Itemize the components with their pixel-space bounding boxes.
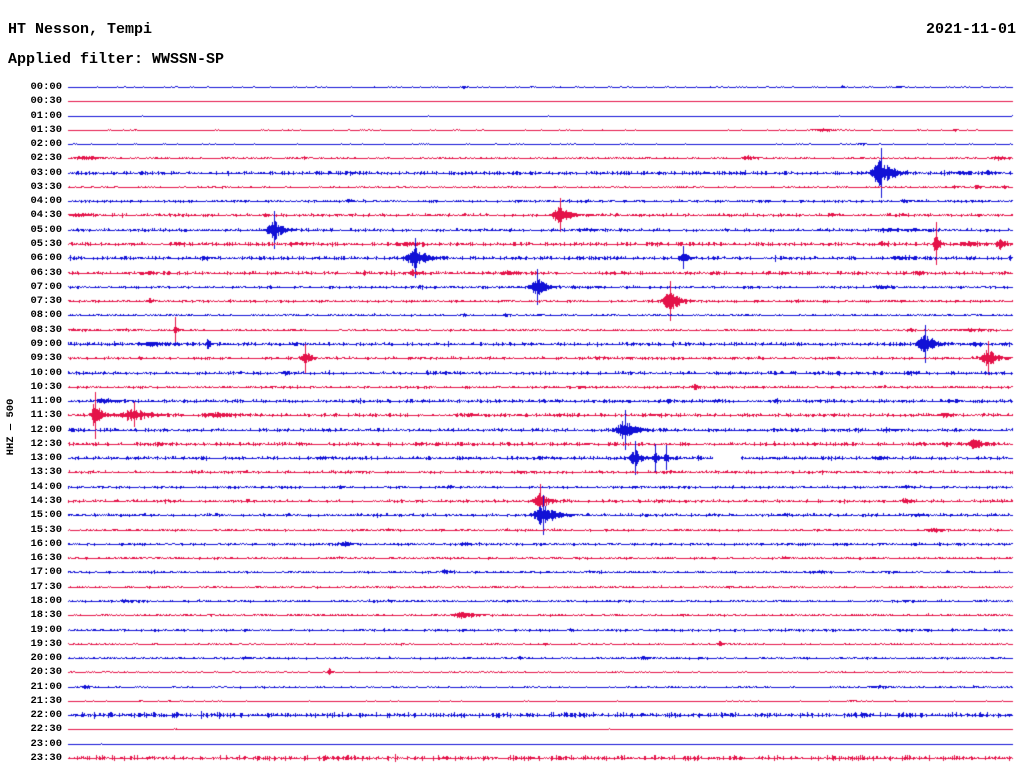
time-label: 11:00 [30,395,62,407]
time-label: 15:30 [30,524,62,536]
time-label: 23:30 [30,752,62,764]
time-label: 02:00 [30,138,62,150]
time-label: 21:30 [30,695,62,707]
time-label: 10:30 [30,381,62,393]
time-label: 23:00 [30,738,62,750]
time-label: 04:30 [30,209,62,221]
time-label: 13:30 [30,466,62,478]
time-label: 20:00 [30,652,62,664]
time-label: 12:30 [30,438,62,450]
time-label: 06:30 [30,267,62,279]
time-label: 07:00 [30,281,62,293]
time-label: 14:30 [30,495,62,507]
time-label: 04:00 [30,195,62,207]
time-label: 19:00 [30,624,62,636]
time-label: 05:30 [30,238,62,250]
time-label: 17:00 [30,566,62,578]
time-label: 14:00 [30,481,62,493]
time-label: 05:00 [30,224,62,236]
time-label: 17:30 [30,581,62,593]
time-label: 16:00 [30,538,62,550]
time-label: 11:30 [30,409,62,421]
station-title: HT Nesson, Tempi [8,21,153,38]
time-label: 03:30 [30,181,62,193]
time-label: 18:00 [30,595,62,607]
time-label: 02:30 [30,152,62,164]
time-label: 13:00 [30,452,62,464]
time-label: 12:00 [30,424,62,436]
time-label: 00:00 [30,81,62,93]
time-label: 15:00 [30,509,62,521]
time-label: 22:30 [30,723,62,735]
time-label: 07:30 [30,295,62,307]
time-label: 18:30 [30,609,62,621]
time-label: 01:30 [30,124,62,136]
time-label: 19:30 [30,638,62,650]
time-label: 16:30 [30,552,62,564]
time-label: 01:00 [30,110,62,122]
time-label: 09:00 [30,338,62,350]
time-label: 10:00 [30,367,62,379]
time-label: 03:00 [30,167,62,179]
time-label: 00:30 [30,95,62,107]
time-label: 06:00 [30,252,62,264]
record-date: 2021-11-01 [925,21,1016,38]
applied-filter-label: Applied filter: WWSSN-SP [8,51,225,68]
time-label: 08:30 [30,324,62,336]
time-label: 20:30 [30,666,62,678]
time-label: 22:00 [30,709,62,721]
time-label: 08:00 [30,309,62,321]
time-label: 09:30 [30,352,62,364]
time-label: 21:00 [30,681,62,693]
